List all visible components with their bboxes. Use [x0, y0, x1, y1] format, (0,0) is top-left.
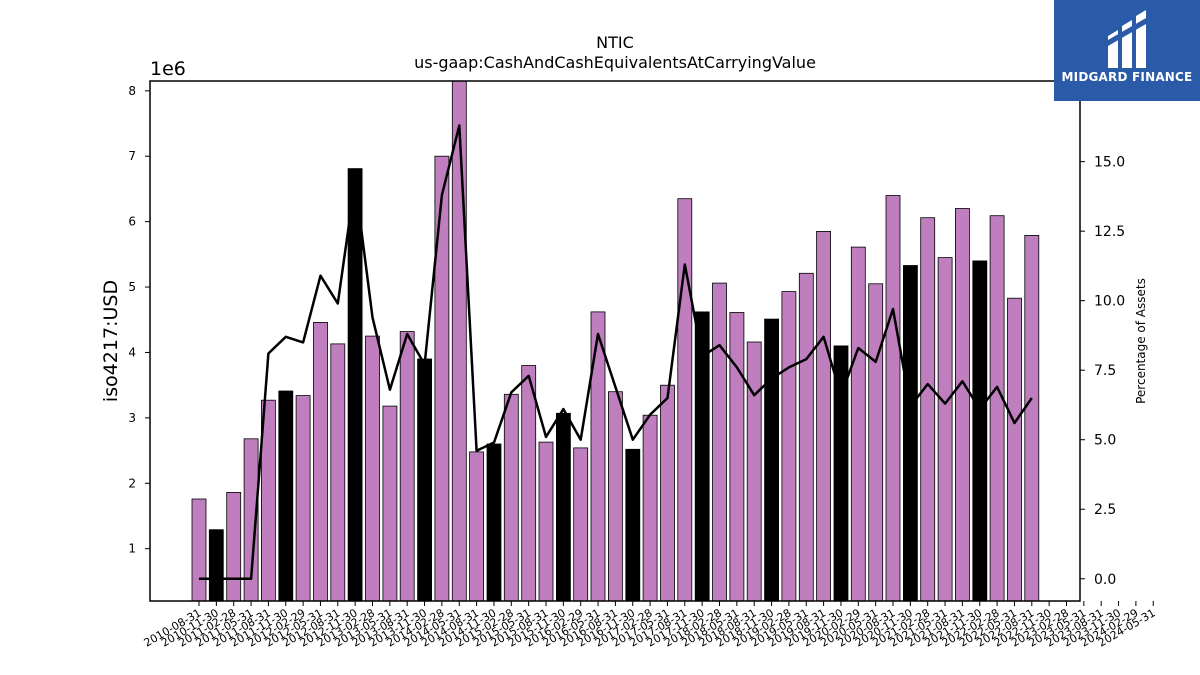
bar [972, 260, 988, 602]
y2-tick-label: 0.0 [1094, 572, 1116, 588]
bar [955, 208, 970, 602]
bar [330, 343, 346, 602]
bars-group [191, 80, 1040, 602]
bar [677, 198, 693, 602]
y2-axis-label: Percentage of Assets [1134, 278, 1148, 404]
brand-name: MIDGARD FINANCE [1061, 70, 1193, 84]
bar [382, 405, 398, 602]
bar [625, 448, 641, 602]
y-tick-label: 2 [128, 476, 136, 490]
chart-title: NTIC [596, 33, 634, 52]
bar [434, 155, 450, 602]
bar [989, 215, 1005, 602]
bar [313, 321, 328, 602]
bar [365, 335, 380, 602]
pct-of-assets-line [199, 124, 1033, 581]
bar [746, 341, 762, 602]
bar [1007, 297, 1022, 602]
bar [816, 230, 831, 602]
pct-line-group [199, 124, 1033, 581]
bar [642, 414, 658, 602]
y-tick-label: 3 [128, 411, 136, 425]
bar [850, 246, 866, 602]
bar [920, 217, 936, 602]
brand-logo: MIDGARD FINANCE [1054, 0, 1200, 101]
bar [538, 441, 554, 602]
midgard-logo-icon [1108, 10, 1146, 68]
bar [191, 498, 207, 602]
bar [937, 257, 953, 602]
bar [712, 282, 727, 602]
bar [868, 283, 884, 602]
bar [521, 365, 537, 602]
y2-tick-label: 10.0 [1094, 294, 1125, 310]
y2-tick-label: 5.0 [1094, 433, 1116, 449]
bar [556, 412, 571, 602]
bar [469, 451, 485, 602]
bar [417, 358, 433, 602]
y2-axis-ticks: 0.0 2.5 5.0 7.5 10.0 12.5 15.0 [1080, 155, 1125, 588]
y2-tick-label: 12.5 [1094, 224, 1125, 240]
y2-tick-label: 2.5 [1094, 502, 1116, 518]
bar [347, 168, 363, 602]
bar [798, 272, 814, 602]
bar [208, 529, 224, 602]
bar [451, 80, 467, 602]
bar [903, 265, 918, 602]
y-axis-offset-label: 1e6 [150, 58, 186, 80]
bar [885, 195, 901, 602]
y-tick-label: 1 [128, 542, 136, 556]
bar [608, 391, 623, 602]
bar [1024, 234, 1040, 602]
bar [764, 318, 779, 602]
bar [278, 390, 294, 602]
y-tick-label: 6 [128, 215, 136, 229]
y-axis-label: iso4217:USD [100, 280, 122, 402]
bar [573, 447, 589, 602]
bar [503, 393, 519, 602]
y-tick-label: 5 [128, 280, 136, 294]
y2-tick-label: 7.5 [1094, 363, 1116, 379]
bar [729, 312, 745, 602]
y-tick-label: 4 [128, 345, 136, 359]
bar [399, 331, 415, 602]
x-axis-ticks: 2010-08-312010-11-302011-02-282011-05-31… [142, 601, 1158, 650]
bar [590, 311, 606, 602]
bar [781, 291, 797, 602]
bar [660, 384, 675, 602]
chart-subtitle: us-gaap:CashAndCashEquivalentsAtCarrying… [414, 53, 816, 72]
y-tick-label: 8 [128, 84, 136, 98]
bar [486, 443, 502, 602]
y-axis-ticks: 1 2 3 4 5 6 7 8 [128, 84, 150, 556]
y-tick-label: 7 [128, 149, 136, 163]
bar [226, 491, 242, 602]
y2-tick-label: 15.0 [1094, 155, 1125, 171]
bar [295, 395, 311, 602]
